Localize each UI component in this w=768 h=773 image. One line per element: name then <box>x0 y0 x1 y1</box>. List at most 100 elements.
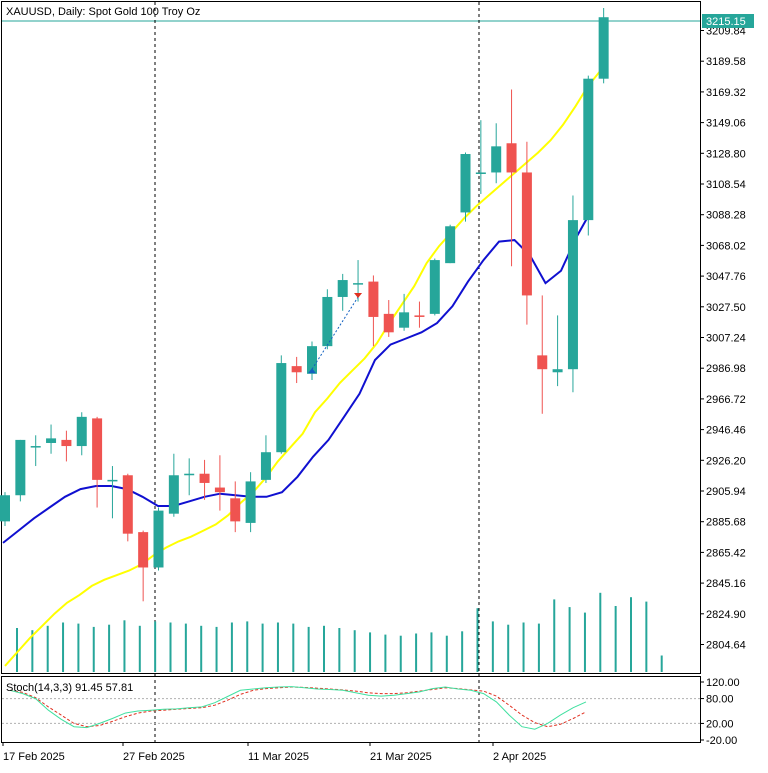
ma-slow-line <box>4 70 601 667</box>
candle-bullish[interactable] <box>260 435 271 483</box>
candle-bullish[interactable] <box>76 412 87 456</box>
volume-bar <box>276 622 279 672</box>
candle-bearish[interactable] <box>368 275 379 347</box>
volume-bar <box>399 635 402 672</box>
candle-body <box>353 283 364 285</box>
candle-bearish[interactable] <box>214 455 225 511</box>
current-price-label: 3215.15 <box>706 16 746 28</box>
price-tick-label: 2986.98 <box>706 363 746 375</box>
candle-bullish[interactable] <box>583 75 594 236</box>
candle-bearish[interactable] <box>92 416 103 508</box>
stochastic-layer <box>2 686 700 730</box>
candle-bearish[interactable] <box>61 430 72 462</box>
candle-bearish[interactable] <box>122 473 133 542</box>
candle-bearish[interactable] <box>383 300 394 337</box>
candle-body <box>199 473 210 483</box>
price-tick-label: 3209.84 <box>706 26 746 38</box>
price-tick-label: 2946.46 <box>706 425 746 437</box>
candle-bearish[interactable] <box>230 481 241 533</box>
candle-bearish[interactable] <box>199 459 210 500</box>
candle-bullish[interactable] <box>337 273 348 311</box>
volume-bar <box>230 622 233 672</box>
candle-bullish[interactable] <box>276 355 287 454</box>
candle-bullish[interactable] <box>107 466 118 519</box>
candle-body <box>368 281 379 317</box>
candle-bearish[interactable] <box>537 295 548 414</box>
volume-bar <box>77 623 80 672</box>
stoch-tick-label: 80.00 <box>706 694 734 706</box>
candle-body <box>598 17 609 79</box>
stoch-label: Stoch(14,3,3) 91.45 57.81 <box>6 682 133 694</box>
price-tick-label: 2824.90 <box>706 609 746 621</box>
candle-bearish[interactable] <box>414 301 425 328</box>
time-tick-label: 2 Apr 2025 <box>493 751 546 763</box>
candles-layer[interactable] <box>0 8 609 602</box>
candle-body <box>475 172 486 174</box>
volume-bar <box>184 623 187 672</box>
sell-arrow-icon[interactable] <box>354 292 363 298</box>
candle-body <box>322 296 333 347</box>
candle-body <box>30 446 41 448</box>
candle-bullish[interactable] <box>322 289 333 350</box>
volume-bar <box>16 628 18 672</box>
candle-body <box>138 532 149 568</box>
candle-body <box>184 473 195 476</box>
candle-bullish[interactable] <box>491 123 502 184</box>
price-tick-label: 2885.68 <box>706 517 746 529</box>
volume-bar <box>660 655 663 672</box>
candle-bullish[interactable] <box>598 8 609 84</box>
volume-bar <box>430 632 433 672</box>
volume-bar <box>353 630 356 672</box>
volume-layer <box>16 592 663 672</box>
candle-body <box>383 313 394 333</box>
candle-bearish[interactable] <box>521 141 532 325</box>
volume-bar <box>215 626 218 672</box>
volume-bar <box>307 626 310 672</box>
candle-bullish[interactable] <box>460 152 471 222</box>
price-tick-label: 2905.94 <box>706 486 746 498</box>
volume-bar <box>384 634 387 672</box>
volume-bar <box>31 630 34 672</box>
current-price-tag: 3215.15 <box>702 14 754 28</box>
volume-bar <box>138 625 141 672</box>
candle-body <box>337 280 348 297</box>
trade-signals-layer[interactable] <box>308 292 363 374</box>
candle-bullish[interactable] <box>475 120 486 194</box>
candle-body <box>414 315 425 317</box>
volume-bar <box>123 620 126 672</box>
volume-bar <box>583 612 586 672</box>
candle-bullish[interactable] <box>30 435 41 467</box>
candle-bullish[interactable] <box>46 424 57 454</box>
candle-bullish[interactable] <box>0 492 10 526</box>
candle-bullish[interactable] <box>168 453 179 517</box>
candle-bearish[interactable] <box>291 356 302 384</box>
candle-bullish[interactable] <box>153 507 164 571</box>
candle-body <box>76 416 87 447</box>
candle-bullish[interactable] <box>445 224 456 264</box>
candle-body <box>307 346 317 374</box>
candle-bullish[interactable] <box>245 472 256 533</box>
price-tick-label: 2845.16 <box>706 578 746 590</box>
candle-body <box>291 366 302 373</box>
candle-bearish[interactable] <box>138 530 149 602</box>
candle-bullish[interactable] <box>399 293 410 331</box>
moving-average-layer <box>2 70 601 667</box>
volume-bar <box>537 623 540 672</box>
buy-arrow-icon[interactable] <box>308 368 316 374</box>
candle-bullish[interactable] <box>307 341 317 380</box>
candle-bullish[interactable] <box>552 315 563 387</box>
candle-body <box>245 481 256 523</box>
time-tick-label: 11 Mar 2025 <box>248 751 309 763</box>
candle-body <box>276 363 287 453</box>
candle-body <box>92 418 103 480</box>
volume-bar <box>261 623 264 672</box>
volume-bar <box>62 622 65 672</box>
candle-bullish[interactable] <box>184 458 195 496</box>
candle-bullish[interactable] <box>15 439 26 502</box>
candle-bullish[interactable] <box>429 258 440 316</box>
candle-body <box>230 498 241 522</box>
candle-bullish[interactable] <box>567 195 578 393</box>
candle-bearish[interactable] <box>506 89 517 267</box>
